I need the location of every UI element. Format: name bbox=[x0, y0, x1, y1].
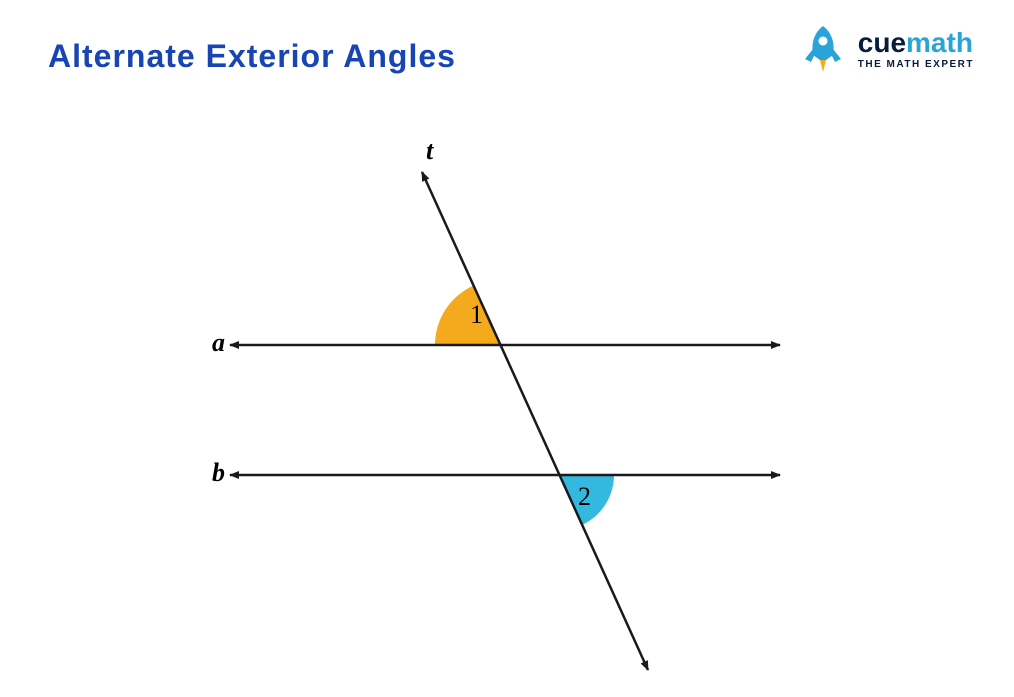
rocket-icon bbox=[800, 24, 846, 74]
angle-diagram: a b t 1 2 bbox=[140, 130, 860, 680]
page-title: Alternate Exterior Angles bbox=[48, 38, 456, 75]
brand-logo: cuemath THE MATH EXPERT bbox=[800, 24, 974, 74]
angle-1-fill bbox=[435, 286, 500, 345]
label-angle-1: 1 bbox=[470, 300, 483, 330]
label-line-b: b bbox=[212, 458, 225, 488]
label-line-a: a bbox=[212, 328, 225, 358]
logo-brand-cue: cue bbox=[858, 27, 906, 58]
diagram-svg bbox=[140, 130, 860, 680]
transversal-line bbox=[422, 172, 648, 670]
label-angle-2: 2 bbox=[578, 482, 591, 512]
logo-tagline: THE MATH EXPERT bbox=[858, 59, 974, 70]
label-transversal: t bbox=[426, 136, 433, 166]
logo-brand: cuemath bbox=[858, 29, 974, 57]
logo-brand-math: math bbox=[906, 27, 973, 58]
